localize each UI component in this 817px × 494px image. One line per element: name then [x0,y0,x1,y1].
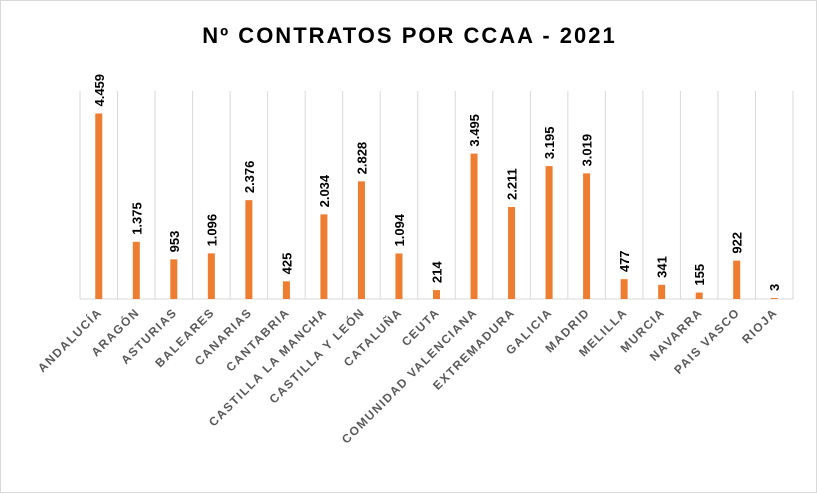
data-label: 1.094 [392,213,407,246]
data-label: 3.019 [580,134,595,167]
data-label: 2.034 [317,174,332,207]
category-label: RIOJA [739,305,780,346]
data-label: 341 [655,256,670,278]
data-label: 425 [279,253,294,275]
bar [658,284,666,299]
data-label: 477 [617,250,632,272]
category-label: ANDALUCÍA [34,305,105,376]
bar [620,279,628,299]
bar [395,253,403,299]
bar [433,290,440,299]
data-label: 3 [767,284,782,291]
bar [357,181,365,299]
data-label: 3.195 [542,127,557,160]
data-label: 3.495 [467,114,482,147]
category-label: PAIS VASCO [671,305,743,377]
bar [470,153,478,299]
data-label: 2.211 [505,168,520,200]
data-label: 1.375 [129,202,144,235]
bar [320,214,328,299]
data-label: 953 [167,231,182,253]
data-label: 214 [430,261,445,283]
category-label: COMUNIDAD VALENCIANA [339,305,480,446]
data-label: 1.096 [204,214,219,247]
bar [508,207,516,299]
chart-title: Nº CONTRATOS POR CCAA - 2021 [202,23,617,48]
bar [170,259,178,299]
data-label: 2.828 [354,142,369,175]
bar [282,281,290,299]
data-label: 155 [692,264,707,286]
data-label: 922 [730,232,745,254]
bar [95,113,103,299]
bar [132,241,140,299]
bar [583,173,591,299]
bar [207,253,215,299]
bar [545,166,553,299]
bar [695,292,703,299]
data-label: 4.459 [92,74,107,107]
bar [770,298,778,299]
bar [733,260,741,299]
data-label: 2.376 [242,161,257,194]
bar [245,200,253,299]
